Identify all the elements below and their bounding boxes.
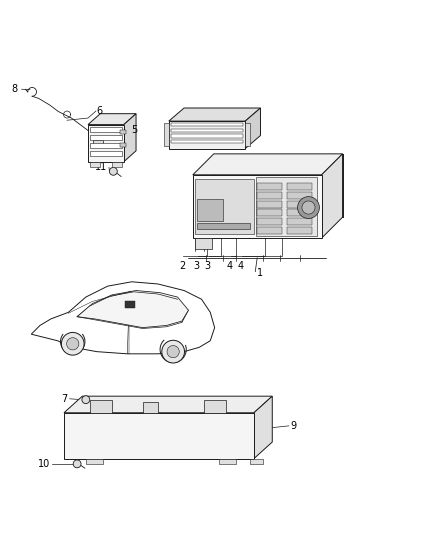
Circle shape [297,197,319,219]
Polygon shape [169,108,261,121]
Bar [197,199,223,221]
Polygon shape [31,282,215,354]
Text: 2: 2 [179,261,185,271]
Bar [120,130,126,134]
Bar [86,458,103,464]
Circle shape [82,395,90,403]
Polygon shape [193,154,343,175]
Polygon shape [77,290,188,328]
Text: 3: 3 [194,261,200,271]
Circle shape [302,201,315,214]
Bar [90,161,100,167]
Bar [204,400,226,413]
Bar [258,209,282,216]
Circle shape [61,333,84,355]
Text: 7: 7 [265,214,271,224]
Bar [90,400,112,413]
Bar [195,179,254,234]
Bar [90,127,122,133]
Bar [90,143,122,148]
Bar [90,151,122,156]
Polygon shape [254,396,272,458]
Circle shape [166,434,172,440]
Bar [250,458,263,464]
Text: 10: 10 [38,459,50,469]
Text: 5: 5 [131,125,137,135]
Bar [112,161,122,167]
Bar [163,123,169,147]
Text: 4: 4 [238,261,244,271]
Polygon shape [88,114,136,125]
Bar [120,143,126,147]
Bar [258,183,282,190]
Text: 3: 3 [204,261,210,271]
Text: 11: 11 [95,163,107,172]
Bar [287,218,311,225]
Circle shape [110,167,117,175]
Bar [258,218,282,225]
Polygon shape [124,114,136,161]
Bar [143,402,158,413]
Text: 8: 8 [11,84,17,94]
Bar [171,140,243,143]
Bar [258,192,282,199]
Bar [171,128,243,132]
Circle shape [67,338,79,350]
Bar [193,175,321,238]
Circle shape [167,345,179,358]
Text: 6: 6 [97,106,103,116]
Text: 7: 7 [61,394,67,404]
Polygon shape [321,154,343,238]
Circle shape [105,434,111,440]
Bar [171,134,243,138]
Bar [169,121,245,149]
Bar [197,223,250,229]
Bar [90,135,122,140]
Bar [287,200,311,207]
Bar [171,123,243,126]
Bar [258,200,282,207]
Bar [219,458,237,464]
Bar [287,183,311,190]
Bar [88,125,124,161]
Polygon shape [245,108,261,149]
Bar [256,177,317,236]
Bar [258,227,282,234]
Text: 1: 1 [258,268,264,278]
Bar [245,123,251,147]
Bar [287,227,311,234]
Bar [64,413,254,458]
Bar [125,301,135,308]
Bar [195,238,212,249]
Circle shape [73,460,81,468]
Text: 4: 4 [227,261,233,271]
Bar [93,140,103,147]
Polygon shape [64,396,272,413]
Circle shape [162,340,184,363]
Bar [287,209,311,216]
Bar [287,192,311,199]
Text: 9: 9 [290,421,296,431]
